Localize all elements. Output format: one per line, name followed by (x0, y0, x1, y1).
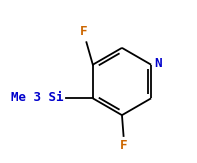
Text: Me 3 Si: Me 3 Si (11, 91, 64, 104)
Text: N: N (154, 57, 162, 70)
Text: F: F (120, 139, 127, 152)
Text: F: F (79, 25, 87, 38)
